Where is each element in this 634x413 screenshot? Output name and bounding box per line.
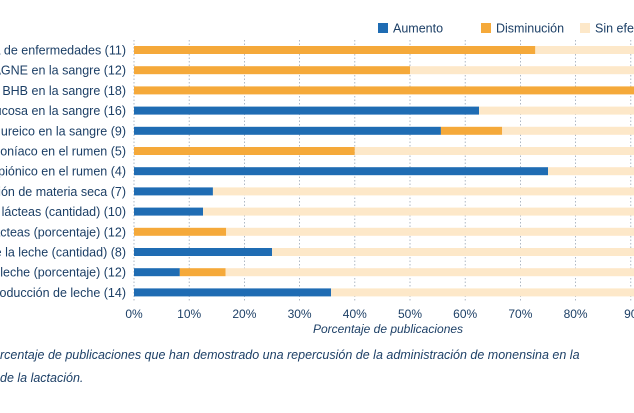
legend-swatch xyxy=(580,23,590,33)
category-label: a leche (porcentaje) (12) xyxy=(0,266,126,280)
category-label: Glucosa en la sangre (16) xyxy=(0,104,126,118)
x-tick-label: 90 xyxy=(624,307,634,321)
bar-sin-efec xyxy=(226,227,634,236)
bars xyxy=(134,46,634,297)
legend-label: Disminución xyxy=(496,22,564,36)
x-tick-label: 10% xyxy=(177,307,201,321)
x-tick-labels: 0% 10% 20% 30% 40% 50% 60% 70% 80% 90 xyxy=(125,307,634,321)
bar-disminuci-n xyxy=(134,147,355,155)
bar-disminuci-n xyxy=(134,46,536,54)
category-label: BHB en la sangre (18) xyxy=(2,84,126,98)
x-tick-label: 50% xyxy=(398,307,422,321)
bar-aumento xyxy=(134,126,441,135)
category-label: ia de enfermedades (11) xyxy=(0,44,126,58)
bar-sin-efec xyxy=(479,106,634,115)
x-tick-label: 60% xyxy=(453,307,477,321)
category-label: opiónico en el rumen (4) xyxy=(0,165,126,179)
bar-disminuci-n xyxy=(134,66,410,75)
category-label: as lácteas (cantidad) (10) xyxy=(0,205,126,219)
bar-aumento xyxy=(134,106,479,115)
caption-line-2: de la lactación. xyxy=(0,371,84,385)
bar-sin-efec xyxy=(410,66,634,75)
bar-sin-efec xyxy=(354,147,634,155)
bar-sin-efec xyxy=(212,187,634,196)
category-labels: ia de enfermedades (11) AGNE en la sangre… xyxy=(0,44,126,300)
x-axis-label: Porcentaje de publicaciones xyxy=(313,322,463,336)
category-label: AGNE en la sangre (12) xyxy=(0,64,126,78)
bar-aumento xyxy=(134,167,548,176)
bar-sin-efec xyxy=(331,288,634,297)
x-tick-label: 20% xyxy=(232,307,256,321)
legend: Aumento Disminución Sin efec xyxy=(378,22,634,36)
legend-swatch xyxy=(481,23,491,33)
figure-caption: rcentaje de publicaciones que han demost… xyxy=(0,344,634,390)
bar-sin-efec xyxy=(502,126,634,135)
category-label: lácteas (porcentaje) (12) xyxy=(0,225,126,239)
category-label: de la leche (cantidad) (8) xyxy=(0,246,126,260)
x-tick-label: 40% xyxy=(343,307,367,321)
caption-line-1: rcentaje de publicaciones que han demost… xyxy=(0,348,580,362)
x-tick-label: 0% xyxy=(125,307,143,321)
category-label: stión de materia seca (7) xyxy=(0,185,126,199)
bar-disminuci-n xyxy=(134,227,227,236)
x-tick-label: 80% xyxy=(564,307,588,321)
legend-label: Sin efec xyxy=(595,22,634,36)
bar-sin-efec xyxy=(548,167,634,176)
bar-disminuci-n xyxy=(440,126,503,135)
bar-aumento xyxy=(134,207,203,216)
bar-sin-efec xyxy=(272,248,634,256)
category-label: no ureico en la sangre (9) xyxy=(0,124,126,138)
bar-aumento xyxy=(134,268,180,277)
category-label: moníaco en el rumen (5) xyxy=(0,145,126,159)
bar-sin-efec xyxy=(535,46,634,54)
stacked-bar-chart: Aumento Disminución Sin efec ia de enferme… xyxy=(0,22,634,336)
bar-aumento xyxy=(134,187,213,196)
bar-disminuci-n xyxy=(179,268,226,277)
bar-aumento xyxy=(134,288,332,297)
legend-label: Aumento xyxy=(393,22,443,36)
x-tick-label: 70% xyxy=(508,307,532,321)
legend-swatch xyxy=(378,23,388,33)
x-tick-label: 30% xyxy=(288,307,312,321)
bar-aumento xyxy=(134,248,272,256)
bar-sin-efec xyxy=(203,207,634,216)
bar-disminuci-n xyxy=(134,86,634,95)
category-label: Producción de leche (14) xyxy=(0,286,126,300)
bar-sin-efec xyxy=(225,268,634,277)
